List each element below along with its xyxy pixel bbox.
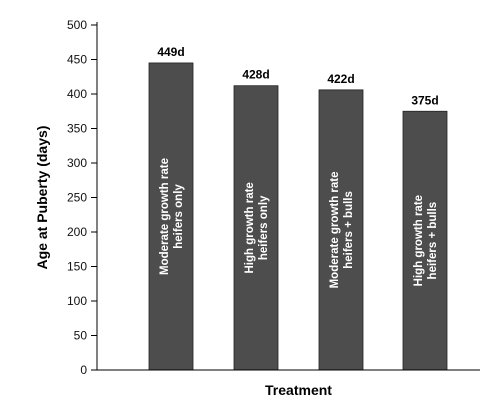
y-tick-label: 250: [67, 191, 87, 205]
y-tick-label: 200: [67, 225, 87, 239]
y-tick-label: 400: [67, 87, 87, 101]
bar: [318, 89, 364, 371]
y-tick-label: 50: [74, 329, 88, 343]
bar-category-label-line: heifers only: [173, 184, 185, 249]
y-tick-label: 450: [67, 53, 87, 67]
bar-category-label: Moderate growth rate heifers + bulls: [329, 171, 355, 288]
bar: [402, 110, 448, 371]
bar-data-label: 375d: [411, 93, 438, 107]
bar-category-label-line: heifers + bulls: [427, 202, 439, 280]
y-axis-ticks: 0 50 100 150 200 250 300 350 400 450 500: [67, 18, 97, 377]
bar-category-label-line: heifers + bulls: [343, 191, 355, 269]
y-tick-label: 300: [67, 156, 87, 170]
bar-category-label: High growth rate heifers + bulls: [413, 195, 439, 286]
bar-category-label-line: Moderate growth rate: [329, 171, 341, 288]
bar-category-label-line: High growth rate: [244, 182, 256, 273]
bar-category-label: Moderate growth rate heifers only: [159, 158, 185, 275]
x-axis-title: Treatment: [265, 382, 332, 398]
y-tick-label: 150: [67, 260, 87, 274]
bar-category-label-line: heifers only: [258, 195, 270, 260]
y-tick-label: 100: [67, 294, 87, 308]
bar-category-label: High growth rate heifers only: [244, 182, 270, 273]
bar-category-label-line: Moderate growth rate: [159, 158, 171, 275]
bar-category-label-line: High growth rate: [413, 195, 425, 286]
bar-data-label: 422d: [327, 72, 354, 86]
y-tick-label: 350: [67, 122, 87, 136]
bar-data-label: 449d: [157, 45, 184, 59]
bar-data-label: 428d: [242, 68, 269, 82]
y-tick-label: 500: [67, 18, 87, 32]
y-axis-title: Age at Puberty (days): [34, 126, 50, 270]
bar: [148, 62, 194, 371]
y-tick-label: 0: [80, 363, 87, 377]
bar: [233, 85, 279, 371]
